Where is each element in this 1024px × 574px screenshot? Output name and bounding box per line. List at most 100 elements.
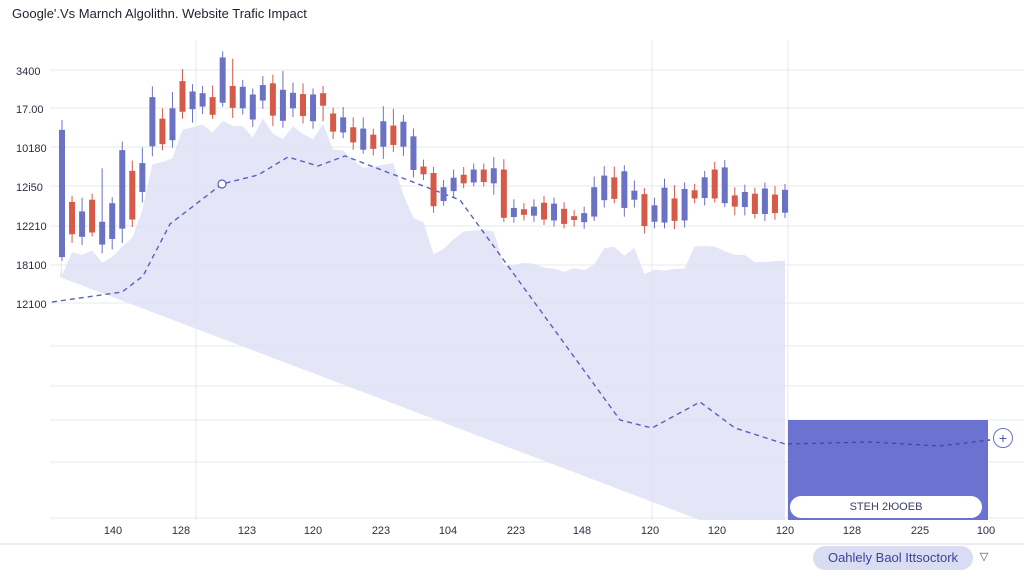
x-tick-label: 128 — [843, 525, 861, 537]
trend-line — [51, 155, 991, 445]
candle-body — [159, 118, 166, 145]
y-tick-label: 10180 — [16, 143, 47, 155]
candle-body — [139, 163, 146, 192]
candle-body — [129, 170, 136, 220]
candle-body — [631, 190, 638, 200]
candle-body — [440, 187, 447, 202]
candle-body — [611, 177, 618, 199]
candle-body — [551, 203, 558, 221]
candle-body — [661, 187, 668, 223]
candle-body — [520, 209, 527, 215]
candle-body — [581, 213, 588, 223]
traffic-area-shape — [60, 118, 785, 521]
traffic-area — [60, 118, 785, 521]
x-tick-label: 123 — [238, 525, 256, 537]
candle-body — [89, 199, 96, 233]
candle-body — [530, 206, 537, 216]
chevron-down-icon[interactable]: ▽ — [979, 551, 989, 563]
candle-body — [651, 205, 658, 222]
candle-body — [390, 125, 397, 145]
candle-body — [541, 202, 547, 220]
candle-body — [470, 169, 477, 183]
footer-button[interactable]: Oahlely Baol Ittsoctork — [813, 546, 973, 570]
candle-body — [430, 173, 437, 207]
chart-title: Google'.Vs Marnch Algolithn. Website Tra… — [12, 6, 307, 21]
candle-body — [480, 169, 487, 183]
x-tick-label: 120 — [641, 525, 659, 537]
candle-body — [460, 174, 467, 184]
candle-body — [380, 121, 387, 147]
candle-body — [571, 216, 578, 221]
projection-line — [787, 439, 991, 447]
candle-body — [751, 193, 758, 214]
candle-body — [59, 129, 65, 258]
candle-body — [279, 89, 286, 121]
candle-body — [681, 188, 688, 221]
y-tick-label: 12210 — [16, 221, 47, 233]
candle-body — [711, 169, 718, 199]
y-tick-label: 12i50 — [16, 182, 43, 194]
candle-body — [400, 121, 407, 147]
y-tick-label: 3400 — [16, 66, 40, 78]
candle-body — [169, 108, 176, 141]
candle-body — [771, 194, 778, 214]
candle-body — [229, 85, 236, 108]
candle-body — [239, 86, 246, 109]
candle-body — [219, 57, 226, 103]
x-tick-label: 104 — [439, 525, 457, 537]
candle-body — [500, 169, 507, 218]
candle-body — [761, 188, 768, 214]
candle-body — [591, 187, 598, 217]
x-tick-label: 120 — [776, 525, 794, 537]
candle-body — [490, 168, 497, 184]
candle-body — [330, 113, 337, 132]
x-axis-labels: 140 128 123 120 223 104 223 148 120 120 120 128 225 1… — [104, 525, 995, 537]
candle-body — [269, 83, 276, 116]
candle-body — [420, 166, 427, 175]
candle-body — [300, 94, 306, 117]
x-tick-label: 120 — [708, 525, 726, 537]
candles — [59, 51, 788, 262]
candle-body — [731, 195, 738, 207]
trend-marker — [217, 179, 227, 189]
candle-body — [289, 92, 296, 109]
candle-body — [701, 177, 708, 199]
y-tick-label: 18100 — [16, 260, 47, 272]
candle-body — [149, 97, 156, 147]
candle-body — [199, 93, 206, 107]
candle-body — [249, 94, 256, 120]
candle-body — [621, 171, 628, 208]
x-tick-label: 120 — [304, 525, 322, 537]
candle-body — [189, 91, 196, 110]
x-tick-label: 148 — [573, 525, 591, 537]
trend-path — [51, 155, 991, 445]
candle-body — [641, 194, 648, 227]
candle-body — [450, 177, 457, 192]
candle-body — [259, 85, 266, 101]
x-tick-label: 225 — [911, 525, 929, 537]
candle-body — [561, 208, 568, 224]
candle-body — [360, 128, 367, 150]
candle-body — [99, 221, 106, 245]
candle-body — [601, 175, 608, 201]
x-tick-label: 223 — [507, 525, 525, 537]
candle-body — [370, 134, 377, 149]
candle-body — [782, 189, 788, 213]
candle-body — [320, 93, 327, 106]
candle-body — [410, 136, 417, 170]
x-tick-label: 223 — [372, 525, 390, 537]
candle-body — [179, 81, 186, 112]
overlay-label[interactable]: STEH 2ЮOEB — [790, 496, 982, 518]
x-tick-label: 140 — [104, 525, 122, 537]
plus-icon[interactable]: + — [993, 428, 1013, 448]
candle-body — [209, 97, 216, 115]
candle-body — [350, 127, 357, 143]
candle-body — [671, 198, 678, 221]
candle-body — [69, 201, 76, 235]
x-tick-label: 128 — [172, 525, 190, 537]
candle-body — [340, 117, 347, 133]
candle-body — [109, 203, 116, 239]
y-tick-label: 12100 — [16, 299, 47, 311]
candle-body — [741, 191, 748, 208]
